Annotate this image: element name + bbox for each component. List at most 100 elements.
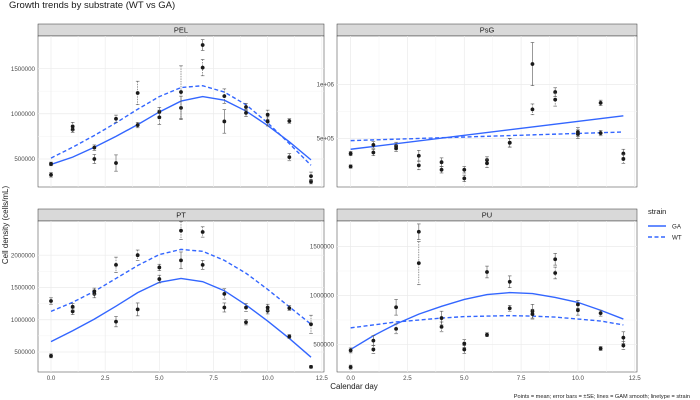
x-tick-label: 2.5 <box>403 375 412 382</box>
plot-area-pu <box>336 220 638 373</box>
y-tick-label: 1e+06 <box>317 82 335 89</box>
x-tick-label: 5.0 <box>155 375 164 382</box>
data-point-ga <box>507 279 512 284</box>
data-point-ga <box>530 62 535 66</box>
data-point-wt <box>179 228 183 233</box>
x-tick-label: 7.5 <box>517 375 526 382</box>
y-tick-label: 500000 <box>313 342 334 349</box>
y-tick-label: 1500000 <box>11 285 36 292</box>
data-point-wt <box>222 292 227 296</box>
data-point-wt <box>287 155 292 160</box>
data-point-wt <box>244 305 248 310</box>
data-point-ga <box>49 353 53 358</box>
data-point-ga <box>462 347 467 352</box>
data-point-wt <box>92 145 97 150</box>
data-point-ga <box>200 262 205 267</box>
legend-label-wt: WT <box>672 235 682 242</box>
data-point-wt <box>70 124 75 129</box>
y-tick-label: 1000000 <box>11 317 36 324</box>
data-point-ga <box>287 334 292 339</box>
legend: strain GA WT <box>648 207 682 242</box>
data-point-wt <box>621 343 626 348</box>
data-point-wt <box>576 130 580 134</box>
data-point-ga <box>348 365 353 369</box>
data-point-ga <box>598 346 603 351</box>
data-point-wt <box>530 107 535 112</box>
data-point-wt <box>287 306 292 311</box>
strip-label-pel: PEL <box>174 26 188 35</box>
x-tick-label: 7.5 <box>209 375 218 382</box>
panel-pel: PEL 500000 1000000 1500000 <box>11 23 325 188</box>
data-point-wt <box>309 322 313 327</box>
y-tick-label: 500000 <box>14 349 35 356</box>
facet-panels: PEL 500000 1000000 1500000 PsG 5e+05 1e+06 PT 0.… <box>11 23 641 382</box>
data-point-ga <box>222 119 227 124</box>
x-tick-label: 10.0 <box>572 375 585 382</box>
data-point-ga <box>135 123 140 127</box>
x-tick-label: 10.0 <box>262 375 275 382</box>
data-point-wt <box>507 140 512 145</box>
data-point-ga <box>114 161 118 165</box>
data-point-wt <box>598 131 603 135</box>
x-tick-label: 0.0 <box>346 375 355 382</box>
smooth-line-wt <box>350 314 624 329</box>
data-point-wt <box>371 347 376 352</box>
data-point-wt <box>222 94 227 99</box>
y-tick-label: 5e+05 <box>317 136 335 143</box>
y-tick-label: 1500000 <box>310 244 335 251</box>
data-point-ga <box>157 110 162 114</box>
data-point-ga <box>92 157 97 161</box>
data-point-wt <box>598 311 603 316</box>
data-point-wt <box>309 174 313 179</box>
data-point-ga <box>179 105 183 110</box>
data-point-wt <box>416 163 421 168</box>
data-point-wt <box>348 151 353 156</box>
y-tick-label: 1000000 <box>11 111 36 118</box>
data-point-ga <box>439 160 444 165</box>
data-point-wt <box>394 146 398 151</box>
data-point-wt <box>439 324 444 329</box>
data-point-ga <box>462 176 467 181</box>
strip-label-psg: PsG <box>480 26 495 35</box>
y-tick-label: 500000 <box>14 156 35 163</box>
data-point-ga <box>394 305 398 310</box>
data-point-wt <box>135 91 140 95</box>
data-point-ga <box>416 153 421 158</box>
chart-title: Growth trends by substrate (WT vs GA) <box>9 0 175 11</box>
data-point-wt <box>114 116 118 121</box>
data-point-wt <box>348 348 353 353</box>
strip-label-pu: PU <box>482 211 492 220</box>
x-tick-label: 5.0 <box>460 375 469 382</box>
data-point-wt <box>553 271 558 275</box>
panel-pt: PT 0.0 2.5 5.0 7.5 10.0 12.5 500000 1000000 15000… <box>11 208 328 382</box>
data-point-wt <box>244 105 248 109</box>
data-point-ga <box>157 277 162 281</box>
data-point-wt <box>485 161 489 166</box>
data-point-ga <box>576 308 580 313</box>
data-point-ga <box>222 305 227 310</box>
data-point-ga <box>70 309 75 314</box>
data-point-wt <box>439 167 444 172</box>
data-point-wt <box>371 150 376 155</box>
data-point-wt <box>621 157 626 161</box>
plot-area-pt <box>37 220 325 373</box>
data-point-ga <box>265 119 270 124</box>
data-point-wt <box>70 304 75 309</box>
smooth-line-ga <box>50 277 312 358</box>
data-point-wt <box>265 305 270 310</box>
chart-caption: Points = mean; error bars = ±SE; lines =… <box>514 394 690 400</box>
data-point-wt <box>200 65 205 70</box>
data-point-wt <box>135 253 140 258</box>
data-point-ga <box>309 179 313 184</box>
data-point-ga <box>287 119 292 123</box>
data-point-ga <box>371 143 376 147</box>
smooth-line-wt <box>50 85 312 166</box>
data-point-wt <box>462 167 467 172</box>
data-point-wt <box>200 230 205 234</box>
panel-psg: PsG 5e+05 1e+06 <box>317 23 638 188</box>
y-tick-label: 2000000 <box>11 252 36 259</box>
data-point-ga <box>530 309 535 314</box>
data-point-wt <box>114 262 118 267</box>
legend-label-ga: GA <box>672 224 682 231</box>
